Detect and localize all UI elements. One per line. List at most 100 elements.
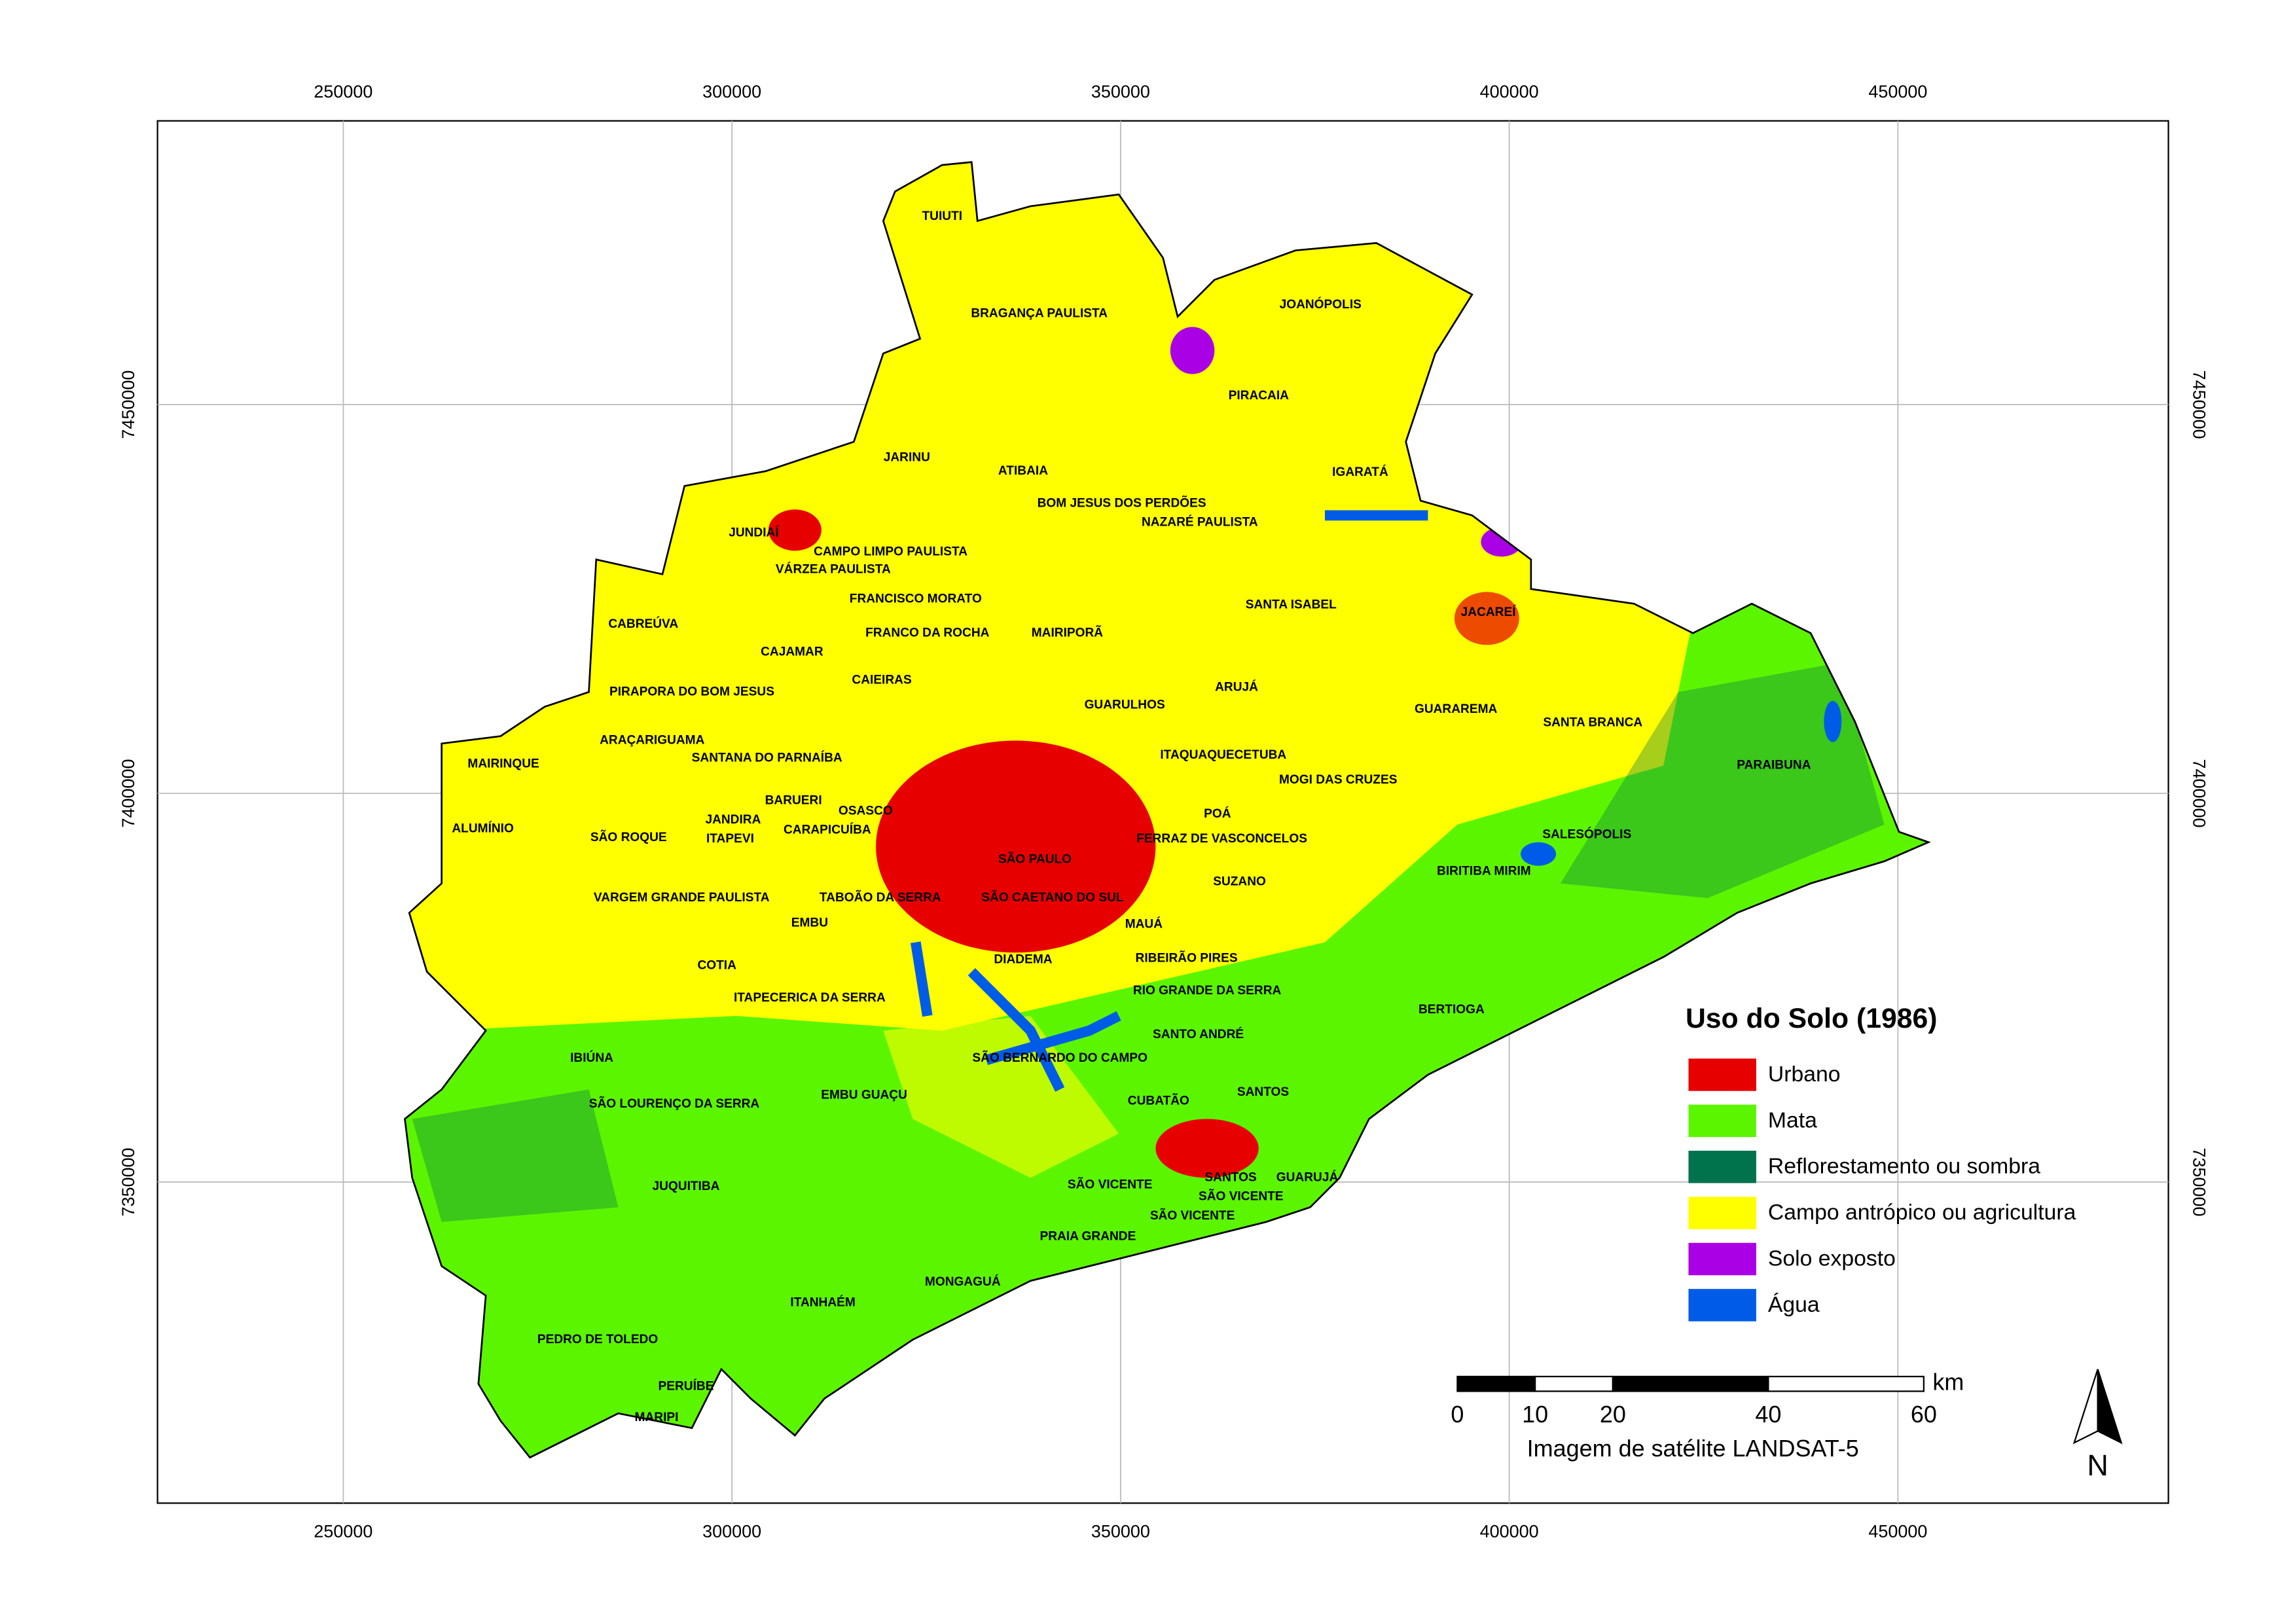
municipality-labels: TUIUTI BRAGANÇA PAULISTA JOANÓPOLIS PIRACAI… [452, 209, 1811, 1424]
municipality-label: JOANÓPOLIS [1280, 297, 1362, 312]
municipality-label: PERUÍBE [659, 1379, 714, 1394]
y-tick-label: 7400000 [118, 759, 138, 827]
municipality-label: PARAIBUNA [1737, 759, 1811, 772]
municipality-label: SÃO PAULO [998, 852, 1072, 867]
legend-label: Urbano [1768, 1062, 1841, 1087]
land-urbano [1155, 1119, 1259, 1178]
scale-tick-label: 60 [1911, 1401, 1937, 1428]
municipality-label: TUIUTI [922, 209, 962, 223]
x-tick-label: 400000 [1480, 82, 1539, 101]
legend-swatch [1688, 1058, 1756, 1091]
municipality-label: DIADEMA [994, 953, 1052, 967]
legend-swatch [1688, 1150, 1756, 1183]
north-label: N [2087, 1449, 2108, 1482]
municipality-label: SANTANA DO PARNAÍBA [692, 750, 842, 765]
municipality-label: FERRAZ DE VASCONCELOS [1136, 832, 1307, 846]
municipality-label: PIRAPORA DO BOM JESUS [609, 685, 774, 698]
x-tick-label: 250000 [314, 1521, 372, 1541]
municipality-label: SÃO LOURENÇO DA SERRA [589, 1096, 760, 1111]
municipality-label: EMBU [791, 916, 828, 929]
municipality-label: SANTA BRANCA [1543, 715, 1642, 729]
y-tick-label: 7350000 [118, 1147, 138, 1216]
x-tick-label: 300000 [702, 82, 761, 101]
legend: Uso do Solo (1986) Urbano Mata Reflorestam… [1686, 1003, 2076, 1322]
municipality-label: ITAQUAQUECETUBA [1160, 748, 1286, 762]
land-agua [911, 510, 1428, 1092]
municipality-label: CUBATÃO [1128, 1093, 1189, 1108]
scale-bar: Imagem de satélite LANDSAT-5 0 10 20 40 60 km [1451, 1369, 1964, 1462]
municipality-label: SÃO VICENTE [1150, 1208, 1235, 1223]
municipality-label: RIBEIRÃO PIRES [1136, 950, 1238, 965]
municipality-label: SANTO ANDRÉ [1153, 1027, 1244, 1041]
municipality-label: SANTOS [1204, 1170, 1256, 1184]
municipality-label: SANTOS [1237, 1085, 1289, 1099]
x-tick-label: 350000 [1091, 1521, 1150, 1541]
municipality-label: BERTIOGA [1419, 1003, 1485, 1017]
land-campo-spots [883, 1015, 1119, 1178]
scale-segment [1456, 1375, 1536, 1392]
municipality-label: MAIRIPORÃ [1032, 625, 1104, 640]
municipality-label: SÃO VICENTE [1068, 1178, 1153, 1192]
scale-caption: Imagem de satélite LANDSAT-5 [1527, 1435, 1859, 1462]
municipality-label: CABREÚVA [608, 617, 678, 631]
municipality-label: MONGAGUÁ [925, 1274, 1001, 1289]
legend-swatch [1688, 1197, 1756, 1229]
municipality-label: CARAPICUÍBA [784, 823, 871, 837]
municipality-label: ITAPECERICA DA SERRA [734, 991, 886, 1005]
municipality-label: IGARATÁ [1332, 465, 1388, 479]
municipality-label: GUARAREMA [1415, 702, 1498, 716]
municipality-label: FRANCISCO MORATO [850, 592, 982, 606]
municipality-label: SÃO ROQUE [590, 830, 667, 844]
municipality-label: COTIA [697, 959, 736, 973]
municipality-label: VÁRZEA PAULISTA [776, 562, 891, 577]
municipality-label: MAUÁ [1125, 917, 1163, 931]
municipality-label: IBIÚNA [570, 1051, 613, 1065]
scale-segment [1612, 1375, 1769, 1392]
municipality-label: MARIPI [635, 1411, 679, 1424]
scale-tick-label: 20 [1600, 1401, 1626, 1428]
municipality-label: POÁ [1204, 806, 1231, 821]
municipality-label: NAZARÉ PAULISTA [1142, 515, 1258, 530]
legend-label: Campo antrópico ou agricultura [1768, 1200, 2076, 1225]
x-tick-label: 450000 [1868, 1521, 1927, 1541]
legend-swatch [1688, 1104, 1756, 1138]
y-tick-label: 7400000 [2189, 759, 2209, 827]
scale-segment [1767, 1375, 1925, 1392]
scale-unit: km [1932, 1369, 1964, 1396]
land-urbano [768, 509, 822, 551]
municipality-label: JUQUITIBA [652, 1180, 719, 1193]
land-agua [1824, 700, 1842, 742]
legend-label: Reflorestamento ou sombra [1768, 1154, 2040, 1179]
y-tick-label: 7450000 [118, 370, 138, 439]
municipality-label: BARUERI [765, 794, 822, 808]
municipality-label: MAIRINQUE [467, 757, 539, 770]
municipality-label: SÃO BERNARDO DO CAMPO [972, 1051, 1148, 1065]
municipality-label: MOGI DAS CRUZES [1279, 773, 1398, 787]
municipality-label: JACAREÍ [1461, 605, 1517, 619]
scale-tick-label: 0 [1451, 1401, 1464, 1428]
municipality-label: SÃO VICENTE [1199, 1189, 1284, 1204]
municipality-label: EMBU GUAÇU [821, 1088, 907, 1102]
municipality-label: JANDIRA [705, 813, 761, 827]
municipality-label: BIRITIBA MIRIM [1437, 865, 1531, 878]
legend-label: Solo exposto [1768, 1246, 1896, 1271]
municipality-label: SANTA ISABEL [1246, 598, 1337, 612]
municipality-label: SUZANO [1213, 875, 1266, 888]
land-urbano [876, 740, 1156, 953]
municipality-label: RIO GRANDE DA SERRA [1133, 984, 1282, 998]
municipality-label: ITAPEVI [706, 832, 754, 846]
municipality-label: PEDRO DE TOLEDO [537, 1333, 659, 1346]
municipality-label: JARINU [884, 451, 930, 465]
municipality-label: CAIEIRAS [852, 673, 911, 687]
municipality-label: SÃO CAETANO DO SUL [981, 890, 1124, 905]
y-tick-label: 7350000 [2189, 1147, 2209, 1216]
municipality-label: OSASCO [839, 804, 893, 818]
municipality-label: SALESÓPOLIS [1542, 827, 1631, 841]
region-outline [404, 161, 1931, 1459]
x-tick-label: 450000 [1868, 82, 1927, 101]
scale-tick-label: 40 [1755, 1401, 1781, 1428]
legend-swatch [1688, 1242, 1756, 1276]
north-arrow-right [2097, 1369, 2123, 1445]
